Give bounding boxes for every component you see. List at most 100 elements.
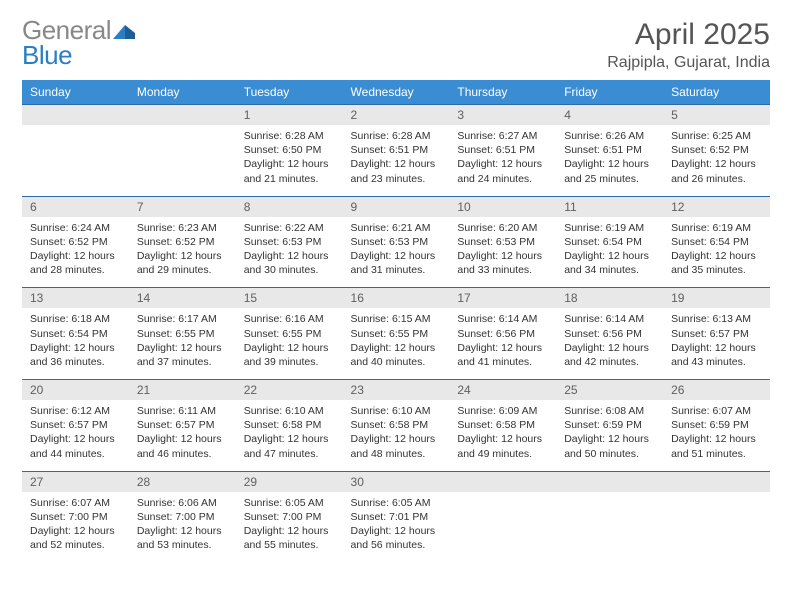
day-number: 2 xyxy=(343,104,450,125)
day-number: 12 xyxy=(663,196,770,217)
day-number: 26 xyxy=(663,379,770,400)
day-number xyxy=(22,104,129,125)
logo: GeneralBlue xyxy=(22,18,135,67)
calendar-day-cell: 1Sunrise: 6:28 AMSunset: 6:50 PMDaylight… xyxy=(236,104,343,196)
day-detail: Sunrise: 6:19 AMSunset: 6:54 PMDaylight:… xyxy=(556,217,663,288)
day-detail: Sunrise: 6:08 AMSunset: 6:59 PMDaylight:… xyxy=(556,400,663,471)
day-number: 27 xyxy=(22,471,129,492)
day-detail: Sunrise: 6:22 AMSunset: 6:53 PMDaylight:… xyxy=(236,217,343,288)
calendar-day-cell xyxy=(663,471,770,563)
calendar-day-cell: 12Sunrise: 6:19 AMSunset: 6:54 PMDayligh… xyxy=(663,196,770,288)
day-number: 20 xyxy=(22,379,129,400)
weekday-header: Friday xyxy=(556,80,663,104)
day-detail: Sunrise: 6:12 AMSunset: 6:57 PMDaylight:… xyxy=(22,400,129,471)
day-detail: Sunrise: 6:17 AMSunset: 6:55 PMDaylight:… xyxy=(129,308,236,379)
calendar-day-cell: 19Sunrise: 6:13 AMSunset: 6:57 PMDayligh… xyxy=(663,287,770,379)
calendar-day-cell xyxy=(129,104,236,196)
day-detail: Sunrise: 6:10 AMSunset: 6:58 PMDaylight:… xyxy=(343,400,450,471)
calendar-day-cell: 24Sunrise: 6:09 AMSunset: 6:58 PMDayligh… xyxy=(449,379,556,471)
calendar-day-cell: 20Sunrise: 6:12 AMSunset: 6:57 PMDayligh… xyxy=(22,379,129,471)
calendar-header: SundayMondayTuesdayWednesdayThursdayFrid… xyxy=(22,80,770,104)
calendar-day-cell xyxy=(449,471,556,563)
day-number: 25 xyxy=(556,379,663,400)
day-number xyxy=(449,471,556,492)
day-number: 17 xyxy=(449,287,556,308)
day-detail: Sunrise: 6:11 AMSunset: 6:57 PMDaylight:… xyxy=(129,400,236,471)
calendar-table: SundayMondayTuesdayWednesdayThursdayFrid… xyxy=(22,80,770,562)
day-number: 13 xyxy=(22,287,129,308)
weekday-header: Wednesday xyxy=(343,80,450,104)
day-number: 3 xyxy=(449,104,556,125)
day-detail: Sunrise: 6:28 AMSunset: 6:50 PMDaylight:… xyxy=(236,125,343,196)
calendar-day-cell: 30Sunrise: 6:05 AMSunset: 7:01 PMDayligh… xyxy=(343,471,450,563)
calendar-day-cell: 14Sunrise: 6:17 AMSunset: 6:55 PMDayligh… xyxy=(129,287,236,379)
calendar-day-cell: 7Sunrise: 6:23 AMSunset: 6:52 PMDaylight… xyxy=(129,196,236,288)
day-detail: Sunrise: 6:06 AMSunset: 7:00 PMDaylight:… xyxy=(129,492,236,563)
day-detail: Sunrise: 6:28 AMSunset: 6:51 PMDaylight:… xyxy=(343,125,450,196)
day-detail: Sunrise: 6:05 AMSunset: 7:01 PMDaylight:… xyxy=(343,492,450,563)
day-number: 8 xyxy=(236,196,343,217)
calendar-day-cell xyxy=(22,104,129,196)
day-number: 1 xyxy=(236,104,343,125)
day-detail: Sunrise: 6:21 AMSunset: 6:53 PMDaylight:… xyxy=(343,217,450,288)
day-number: 6 xyxy=(22,196,129,217)
calendar-day-cell: 4Sunrise: 6:26 AMSunset: 6:51 PMDaylight… xyxy=(556,104,663,196)
location: Rajpipla, Gujarat, India xyxy=(607,54,770,72)
calendar-day-cell: 11Sunrise: 6:19 AMSunset: 6:54 PMDayligh… xyxy=(556,196,663,288)
calendar-day-cell: 22Sunrise: 6:10 AMSunset: 6:58 PMDayligh… xyxy=(236,379,343,471)
weekday-header: Monday xyxy=(129,80,236,104)
day-detail: Sunrise: 6:24 AMSunset: 6:52 PMDaylight:… xyxy=(22,217,129,288)
title-block: April 2025 Rajpipla, Gujarat, India xyxy=(607,18,770,72)
calendar-week-row: 6Sunrise: 6:24 AMSunset: 6:52 PMDaylight… xyxy=(22,196,770,288)
calendar-day-cell: 16Sunrise: 6:15 AMSunset: 6:55 PMDayligh… xyxy=(343,287,450,379)
day-detail: Sunrise: 6:13 AMSunset: 6:57 PMDaylight:… xyxy=(663,308,770,379)
day-detail: Sunrise: 6:16 AMSunset: 6:55 PMDaylight:… xyxy=(236,308,343,379)
calendar-day-cell: 3Sunrise: 6:27 AMSunset: 6:51 PMDaylight… xyxy=(449,104,556,196)
calendar-day-cell: 5Sunrise: 6:25 AMSunset: 6:52 PMDaylight… xyxy=(663,104,770,196)
day-detail: Sunrise: 6:25 AMSunset: 6:52 PMDaylight:… xyxy=(663,125,770,196)
day-number xyxy=(129,104,236,125)
day-number: 22 xyxy=(236,379,343,400)
calendar-week-row: 27Sunrise: 6:07 AMSunset: 7:00 PMDayligh… xyxy=(22,471,770,563)
day-number: 28 xyxy=(129,471,236,492)
day-number: 5 xyxy=(663,104,770,125)
day-number: 14 xyxy=(129,287,236,308)
calendar-day-cell: 29Sunrise: 6:05 AMSunset: 7:00 PMDayligh… xyxy=(236,471,343,563)
day-number: 21 xyxy=(129,379,236,400)
weekday-header: Saturday xyxy=(663,80,770,104)
day-detail: Sunrise: 6:05 AMSunset: 7:00 PMDaylight:… xyxy=(236,492,343,563)
day-number: 15 xyxy=(236,287,343,308)
day-detail: Sunrise: 6:09 AMSunset: 6:58 PMDaylight:… xyxy=(449,400,556,471)
calendar-day-cell: 23Sunrise: 6:10 AMSunset: 6:58 PMDayligh… xyxy=(343,379,450,471)
calendar-day-cell: 27Sunrise: 6:07 AMSunset: 7:00 PMDayligh… xyxy=(22,471,129,563)
day-detail: Sunrise: 6:19 AMSunset: 6:54 PMDaylight:… xyxy=(663,217,770,288)
day-detail: Sunrise: 6:14 AMSunset: 6:56 PMDaylight:… xyxy=(449,308,556,379)
calendar-day-cell xyxy=(556,471,663,563)
day-number: 23 xyxy=(343,379,450,400)
header-row: GeneralBlue April 2025 Rajpipla, Gujarat… xyxy=(22,18,770,72)
day-number: 7 xyxy=(129,196,236,217)
day-detail: Sunrise: 6:18 AMSunset: 6:54 PMDaylight:… xyxy=(22,308,129,379)
calendar-day-cell: 10Sunrise: 6:20 AMSunset: 6:53 PMDayligh… xyxy=(449,196,556,288)
calendar-day-cell: 9Sunrise: 6:21 AMSunset: 6:53 PMDaylight… xyxy=(343,196,450,288)
calendar-day-cell: 13Sunrise: 6:18 AMSunset: 6:54 PMDayligh… xyxy=(22,287,129,379)
logo-mark-icon xyxy=(113,18,135,34)
calendar-day-cell: 25Sunrise: 6:08 AMSunset: 6:59 PMDayligh… xyxy=(556,379,663,471)
calendar-week-row: 1Sunrise: 6:28 AMSunset: 6:50 PMDaylight… xyxy=(22,104,770,196)
calendar-day-cell: 15Sunrise: 6:16 AMSunset: 6:55 PMDayligh… xyxy=(236,287,343,379)
day-detail: Sunrise: 6:15 AMSunset: 6:55 PMDaylight:… xyxy=(343,308,450,379)
calendar-day-cell: 28Sunrise: 6:06 AMSunset: 7:00 PMDayligh… xyxy=(129,471,236,563)
day-detail: Sunrise: 6:23 AMSunset: 6:52 PMDaylight:… xyxy=(129,217,236,288)
day-number: 4 xyxy=(556,104,663,125)
calendar-day-cell: 26Sunrise: 6:07 AMSunset: 6:59 PMDayligh… xyxy=(663,379,770,471)
weekday-header: Tuesday xyxy=(236,80,343,104)
weekday-header: Sunday xyxy=(22,80,129,104)
calendar-week-row: 13Sunrise: 6:18 AMSunset: 6:54 PMDayligh… xyxy=(22,287,770,379)
calendar-day-cell: 2Sunrise: 6:28 AMSunset: 6:51 PMDaylight… xyxy=(343,104,450,196)
month-title: April 2025 xyxy=(607,18,770,52)
day-number: 9 xyxy=(343,196,450,217)
weekday-header: Thursday xyxy=(449,80,556,104)
calendar-day-cell: 8Sunrise: 6:22 AMSunset: 6:53 PMDaylight… xyxy=(236,196,343,288)
day-number: 30 xyxy=(343,471,450,492)
day-detail: Sunrise: 6:20 AMSunset: 6:53 PMDaylight:… xyxy=(449,217,556,288)
